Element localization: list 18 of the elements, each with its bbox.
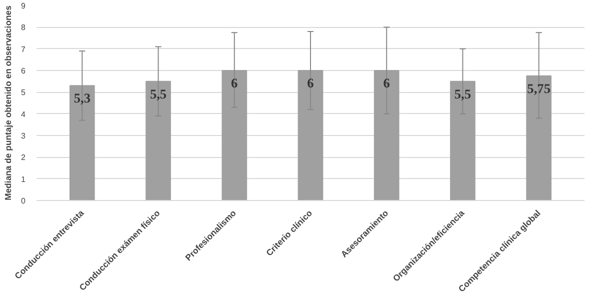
data-label: 5,3 <box>74 90 91 106</box>
data-label: 6 <box>231 76 238 90</box>
y-tick-label: 6 <box>21 66 26 76</box>
data-label: 6 <box>383 76 390 90</box>
y-tick-label: 4 <box>21 110 26 119</box>
y-tick-label: 2 <box>21 153 26 162</box>
data-label: 6 <box>307 76 314 90</box>
data-label: 5,5 <box>454 86 472 102</box>
y-tick-label: 0 <box>21 196 26 206</box>
data-label: 5,5 <box>150 86 167 102</box>
y-tick-label: 5 <box>21 88 26 98</box>
y-axis-title: Mediana de puntaje obtenido en observaciones <box>3 5 14 200</box>
y-tick-label: 9 <box>21 2 26 10</box>
y-tick-label: 3 <box>21 132 26 140</box>
data-label: 5,75 <box>527 80 551 96</box>
y-tick-label: 7 <box>21 44 26 54</box>
y-tick-label: 8 <box>21 23 26 32</box>
y-tick-label: 1 <box>21 174 26 184</box>
